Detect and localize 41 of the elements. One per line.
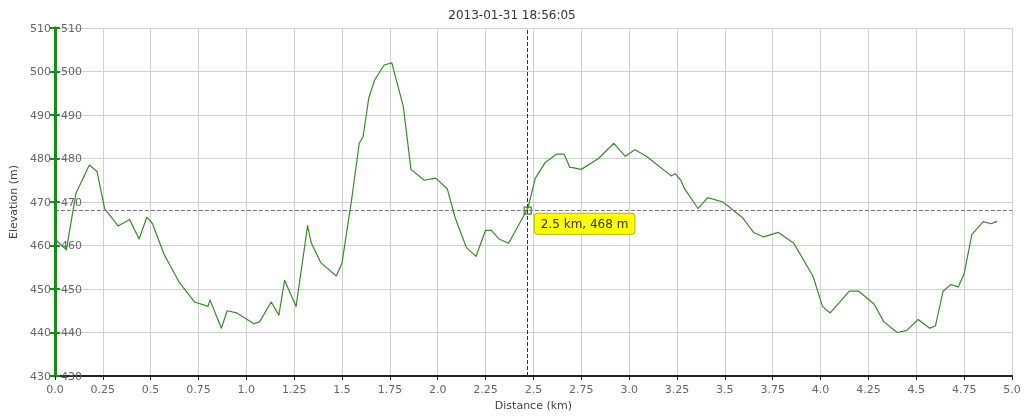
x-tick-label: 5.0 bbox=[1003, 383, 1021, 396]
y-tick-label: 470 bbox=[29, 195, 51, 209]
x-tick-label: 4.25 bbox=[856, 383, 881, 396]
y2-tick-label: 490 bbox=[60, 108, 82, 122]
y2-tick-label: 500 bbox=[60, 65, 82, 78]
y2-tick-label: 450 bbox=[60, 282, 82, 296]
x-tick-label: 0.5 bbox=[141, 383, 160, 396]
x-tick-label: 1.25 bbox=[281, 383, 307, 396]
x-tick-label: 2.5 bbox=[524, 383, 543, 396]
x-tick-label: 1.75 bbox=[377, 383, 403, 396]
y2-tick-label: 480 bbox=[60, 152, 82, 165]
y-axis-title: Elevation (m) bbox=[7, 165, 20, 239]
y-tick-label: 460 bbox=[29, 239, 51, 252]
y2-tick-label: 440 bbox=[60, 326, 82, 339]
line-series bbox=[54, 62, 998, 334]
x-tick-label: 2.75 bbox=[569, 383, 594, 396]
x-tick-label: 2.25 bbox=[473, 383, 498, 396]
y-tick-label: 480 bbox=[29, 152, 51, 165]
x-tick-label: 3.25 bbox=[664, 383, 690, 396]
y-tick-label: 490 bbox=[29, 108, 51, 122]
x-tick-label: 2.0 bbox=[428, 383, 447, 396]
x-tick-label: 1.5 bbox=[333, 383, 351, 396]
y-tick-label: 450 bbox=[29, 282, 51, 296]
x-tick-label: 3.0 bbox=[620, 383, 638, 396]
y-tick-label: 500 bbox=[29, 65, 51, 78]
x-tick-label: 0.25 bbox=[90, 383, 115, 396]
x-tick-label: 4.0 bbox=[811, 383, 830, 396]
y-tick-label: 440 bbox=[29, 326, 51, 339]
x-tick-label: 4.5 bbox=[907, 383, 926, 396]
x-tick-label: 3.75 bbox=[760, 383, 785, 396]
y-tick-label: 430 bbox=[29, 369, 51, 383]
x-tick-label: 1.0 bbox=[237, 383, 256, 396]
y2-tick-label: 510 bbox=[60, 21, 82, 35]
y-tick-label: 510 bbox=[29, 21, 51, 35]
x-tick-label: 0.75 bbox=[186, 383, 211, 396]
x-tick-label: 0.0 bbox=[46, 383, 64, 396]
chart-title: 2013-01-31 18:56:05 bbox=[448, 8, 576, 22]
x-tick-label: 4.75 bbox=[951, 383, 977, 396]
annotation: 2.5 km, 468 m bbox=[540, 216, 629, 231]
x-axis-title: Distance (km) bbox=[494, 399, 573, 412]
x-tick-label: 3.5 bbox=[716, 383, 734, 396]
